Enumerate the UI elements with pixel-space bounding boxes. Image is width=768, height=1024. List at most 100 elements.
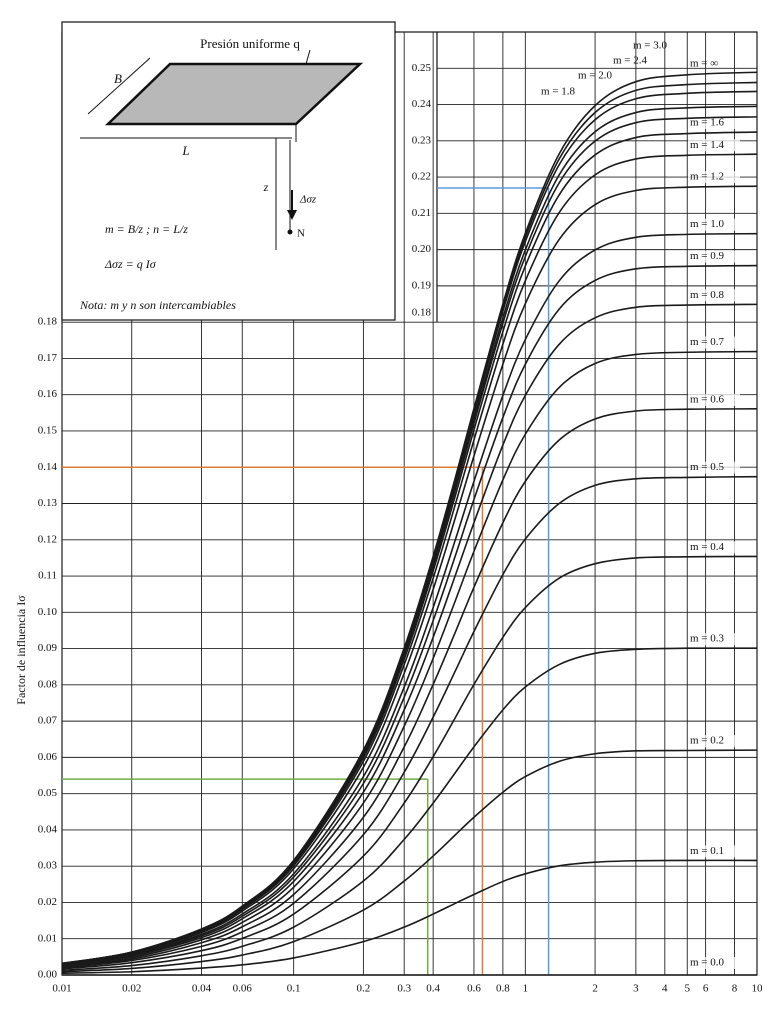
legend-label-bg: [688, 461, 740, 474]
legend-label: m = 0.3: [690, 633, 725, 645]
legend-label-bg: [688, 845, 740, 858]
x-tick-label: 0.4: [426, 983, 440, 995]
curve: [61, 153, 758, 965]
y-tick-label-upper: 0.20: [412, 243, 432, 255]
legend-label: m = 0.1: [690, 845, 724, 857]
legend-label-bg: [688, 541, 740, 554]
legend-label: m = 0.7: [690, 336, 725, 348]
loaded-area: [104, 62, 364, 126]
legend-label-bg: [688, 117, 740, 130]
curve: [61, 303, 758, 967]
x-tick-label: 8: [732, 983, 738, 995]
legend-label: m = 0.5: [690, 461, 725, 473]
y-tick-label: 0.11: [38, 570, 57, 582]
y-tick-label-upper: 0.22: [412, 171, 431, 183]
legend-label: m = 0.9: [690, 250, 725, 262]
curve: [61, 475, 758, 969]
y-tick-label: 0.05: [38, 787, 58, 799]
y-tick-label: 0.00: [38, 969, 58, 981]
legend-label: m = 3.0: [633, 40, 668, 52]
legend-label-bg: [688, 250, 740, 263]
x-tick-label: 3: [633, 983, 639, 995]
label-stress: Δσz: [299, 194, 317, 206]
y-tick-label: 0.06: [38, 751, 58, 763]
legend-label: m = 2.4: [613, 55, 648, 67]
y-tick-label: 0.09: [38, 642, 58, 654]
x-tick-label: 2: [592, 983, 598, 995]
x-tick-label: 0.3: [397, 983, 411, 995]
y-tick-label: 0.07: [38, 715, 58, 727]
x-tick-label: 10: [752, 983, 764, 995]
plot: 0.01 0.02 0.04 0.06 0.1 0.2 0.3 0.4 0.6 0.8 1 2 3 4 5 6…: [38, 40, 763, 995]
dimension-b: [87, 57, 151, 115]
y-tick-label: 0.13: [38, 497, 58, 509]
x-tick-label: 4: [662, 983, 668, 995]
legend-label: m = 0.2: [690, 735, 724, 747]
legend-label: m = 0.8: [690, 289, 725, 301]
x-tick-label: 0.2: [357, 983, 371, 995]
formula-mn: m = B/z ; n = L/z: [105, 222, 188, 236]
legend-label-bg: [688, 171, 740, 184]
legend-label-bg: [688, 218, 740, 231]
point-n: [287, 229, 293, 235]
y-tick-label-upper: 0.25: [412, 62, 432, 74]
y-tick-label: 0.10: [38, 606, 58, 618]
legend-label-bg: [688, 139, 740, 152]
y-tick-label-upper: 0.23: [412, 134, 432, 146]
y-tick-label-upper: 0.19: [412, 279, 432, 291]
x-tick-label: 0.06: [233, 983, 253, 995]
legend-label: m = 1.4: [690, 139, 725, 151]
curve: [61, 264, 758, 967]
curve: [61, 408, 758, 968]
legend-label-bg: [688, 393, 740, 406]
y-tick-label-upper: 0.21: [412, 207, 431, 219]
y-tick-label: 0.03: [38, 860, 58, 872]
y-tick-label: 0.18: [38, 316, 58, 328]
curve: [61, 71, 758, 965]
curve: [61, 749, 758, 973]
label-l: L: [181, 143, 189, 158]
y-tick-label: 0.15: [38, 424, 58, 436]
x-tick-label: 0.01: [52, 983, 71, 995]
legend-label-bg: [688, 336, 740, 349]
curve: [61, 232, 758, 966]
x-tick-label: 0.8: [496, 983, 510, 995]
x-tick-label: 0.02: [122, 983, 141, 995]
legend-label: m = ∞: [690, 58, 718, 70]
load-pointer: [305, 49, 311, 65]
y-tick-label: 0.01: [38, 932, 57, 944]
y-tick-label: 0.04: [38, 823, 58, 835]
label-b: B: [114, 71, 122, 86]
legend-label: m = 1.2: [690, 171, 724, 183]
arrow-head: [287, 210, 297, 220]
note: Nota: m y n son intercambiables: [79, 298, 236, 312]
y-tick-label: 0.17: [38, 352, 58, 364]
curve: [61, 859, 758, 974]
x-tick-label: 1: [523, 983, 529, 995]
formula-stress: Δσz = q Iσ: [104, 257, 157, 271]
legend-label: m = 0.0: [690, 957, 725, 969]
legend-label-bg: [688, 289, 740, 302]
y-tick-label: 0.16: [38, 388, 58, 400]
inset-diagram: Presión uniforme q B L z Δσz N m = B/z ;…: [61, 21, 396, 321]
curve: [61, 555, 758, 970]
y-tick-label-upper: 0.18: [412, 307, 432, 319]
label-n: N: [297, 228, 305, 240]
legend-label-bg: [688, 957, 740, 969]
curve: [61, 185, 758, 966]
y-tick-label: 0.14: [38, 461, 58, 473]
x-tick-label: 0.04: [192, 983, 212, 995]
y-tick-label: 0.08: [38, 678, 58, 690]
x-tick-label: 6: [703, 983, 709, 995]
legend-label: m = 0.6: [690, 393, 725, 405]
x-tick-label: 5: [685, 983, 691, 995]
curve: [61, 350, 758, 968]
y-tick-label: 0.12: [38, 533, 57, 545]
legend-label-bg: [688, 633, 740, 646]
legend-label: m = 2.0: [578, 70, 613, 82]
x-tick-label: 0.6: [467, 983, 481, 995]
legend-label: m = 0.4: [690, 541, 725, 553]
legend-label: m = 1.8: [541, 86, 576, 98]
y-tick-label-upper: 0.24: [412, 98, 432, 110]
